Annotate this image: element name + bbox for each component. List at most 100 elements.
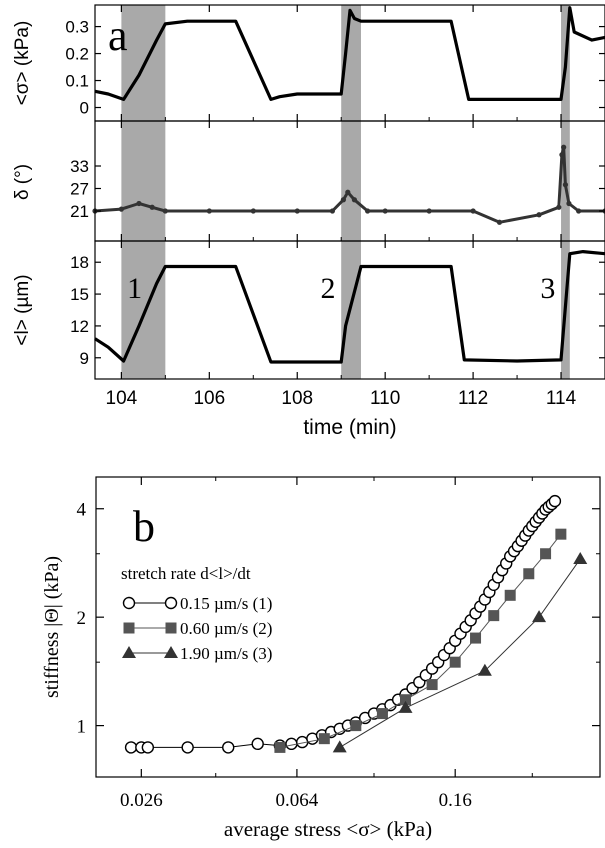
interval-label: 1 — [127, 272, 142, 305]
ylabel-length: <l> (µm) — [12, 274, 33, 345]
legend-marker — [122, 596, 136, 610]
ytick-label: 0.2 — [65, 45, 89, 64]
legend-label: 1.90 µm/s (3) — [180, 644, 272, 663]
interval-label: 3 — [540, 272, 555, 305]
delta-point — [118, 206, 124, 212]
data-point — [399, 694, 411, 706]
delta-point — [562, 182, 569, 188]
xtick-label: 112 — [458, 388, 488, 409]
delta-point — [250, 208, 256, 214]
xtick-label: 110 — [370, 388, 400, 409]
delta-point — [576, 208, 582, 214]
data-point — [285, 737, 298, 751]
interval-labels: 1 2 3 — [127, 272, 555, 305]
ytick-label: 0.1 — [65, 72, 89, 91]
ytick-label: 4 — [77, 500, 87, 521]
data-point — [477, 663, 492, 676]
delta-point — [556, 204, 562, 210]
legend-title: stretch rate d<l>/dt — [121, 564, 251, 583]
panel-a-label: a — [108, 11, 128, 60]
data-point — [222, 741, 235, 754]
data-point — [274, 741, 286, 753]
panel-a-ticks — [95, 5, 605, 379]
series-line — [279, 533, 562, 748]
xtick-label: 106 — [193, 388, 225, 409]
xlabel-time: time (min) — [303, 416, 396, 439]
data-point — [504, 589, 516, 601]
data-point — [523, 568, 535, 580]
delta-point — [149, 204, 155, 210]
data-point — [318, 733, 330, 745]
data-point — [426, 679, 438, 691]
legend: stretch rate d<l>/dt 0.15 µm/s (1) 0.60 µ… — [121, 564, 272, 663]
data-point — [555, 528, 567, 540]
delta-point — [566, 200, 572, 207]
delta-point — [206, 208, 212, 214]
legend-label: 0.15 µm/s (1) — [180, 594, 272, 613]
xtick-label: 0.064 — [276, 790, 319, 811]
xtick-label: 0.16 — [439, 790, 472, 811]
ytick-label: 33 — [70, 157, 89, 176]
data-point — [350, 720, 362, 732]
data-point — [181, 741, 194, 754]
series-rate-190 — [332, 552, 588, 753]
delta-point — [351, 197, 357, 203]
delta-point — [364, 208, 371, 214]
ytick-label: 21 — [70, 202, 89, 221]
legend-marker — [165, 622, 177, 634]
data-point — [540, 548, 552, 560]
ytick-label: 0 — [80, 99, 89, 118]
ytick-label: 1 — [77, 717, 87, 738]
data-point — [376, 708, 388, 720]
data-point — [332, 740, 347, 753]
ylabel-delta: δ (°) — [12, 164, 33, 200]
delta-point — [294, 208, 300, 214]
data-point — [251, 737, 264, 751]
xtick-label: 104 — [106, 388, 138, 409]
data-point — [532, 610, 547, 623]
data-point — [573, 552, 588, 565]
legend-entry-rate-190: 1.90 µm/s (3) — [122, 644, 272, 663]
legend-entry-rate-015: 0.15 µm/s (1) — [122, 594, 272, 613]
ylabel-stiffness: stiffness |Θ| (kPa) — [41, 556, 63, 698]
xtick-label: 114 — [546, 388, 577, 409]
panel-b: 0.026 0.064 0.16 1 2 4 b stretch rate d<l>/dt… — [41, 476, 601, 841]
interval-label: 2 — [321, 272, 336, 305]
ytick-label: 9 — [80, 349, 89, 368]
delta-point — [496, 219, 503, 225]
subplot-frame-length — [94, 240, 605, 380]
data-point — [398, 700, 413, 713]
data-point — [488, 610, 500, 622]
shaded-interval-1 — [121, 5, 166, 379]
panel-b-frame — [95, 476, 601, 778]
legend-marker — [122, 646, 136, 658]
delta-point — [136, 200, 142, 207]
delta-point — [559, 152, 565, 158]
data-point — [548, 494, 562, 508]
ytick-label: 2 — [77, 608, 87, 629]
legend-entry-rate-060: 0.60 µm/s (2) — [123, 619, 272, 638]
ylabel-stress: <σ> (kPa) — [12, 21, 33, 106]
delta-point — [426, 208, 432, 214]
ytick-label: 0.3 — [65, 18, 89, 37]
stress-trace — [94, 6, 605, 102]
xtick-label: 108 — [281, 388, 313, 409]
legend-entries: 0.15 µm/s (1) 0.60 µm/s (2) 1.90 µm/s (3) — [122, 594, 272, 663]
ytick-label: 15 — [70, 285, 89, 304]
data-point — [449, 656, 461, 668]
length-trace — [94, 250, 605, 364]
time-series-lines — [92, 6, 605, 364]
delta-point — [162, 208, 168, 214]
delta-point — [345, 189, 351, 195]
panel-b-label: b — [133, 502, 155, 551]
delta-point — [382, 208, 388, 214]
delta-point — [329, 208, 336, 214]
legend-label: 0.60 µm/s (2) — [180, 619, 272, 638]
data-point — [470, 632, 482, 644]
ytick-label: 12 — [70, 317, 89, 336]
ytick-label: 27 — [70, 180, 89, 199]
delta-point — [536, 212, 542, 218]
